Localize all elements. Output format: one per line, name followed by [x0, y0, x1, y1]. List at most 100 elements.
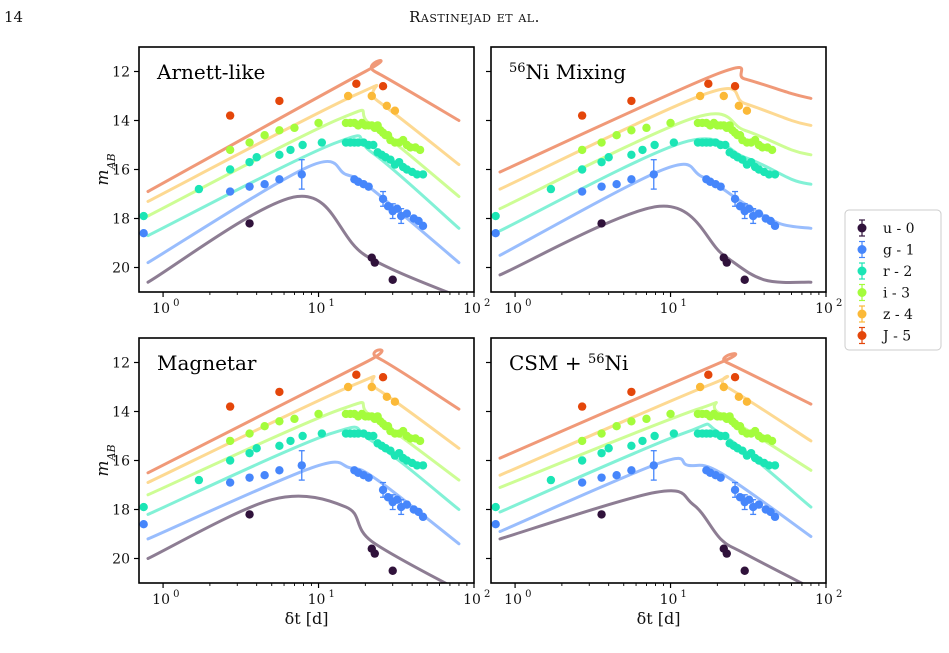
data-point-i — [225, 145, 235, 155]
data-point-g — [597, 182, 606, 191]
model-curve-z — [498, 374, 813, 477]
ytick-label: 14 — [112, 405, 130, 421]
data-point-g — [245, 182, 254, 191]
ytick-label: 12 — [112, 65, 130, 81]
data-point-r — [770, 461, 780, 470]
model-curve-g — [498, 456, 813, 538]
data-point-i — [577, 436, 587, 446]
data-point-r — [650, 431, 659, 441]
data-point-u — [388, 566, 397, 575]
data-point-r — [245, 157, 254, 167]
data-point-r — [286, 145, 295, 155]
data-point-u — [722, 258, 731, 267]
data-point-g — [577, 478, 587, 487]
data-point-z — [719, 91, 728, 101]
model-curve-J — [498, 352, 813, 460]
panel-title: 56Ni Mixing — [509, 60, 626, 84]
data-point-i — [314, 409, 323, 419]
data-point-i — [767, 436, 777, 446]
panel-title: CSM + 56Ni — [509, 351, 628, 375]
data-point-r — [577, 165, 587, 174]
data-point-g — [627, 466, 636, 475]
data-point-r — [194, 184, 204, 194]
data-point-g — [612, 180, 621, 189]
data-point-J — [378, 373, 388, 382]
data-point-J — [275, 387, 284, 397]
data-point-g — [392, 495, 402, 504]
data-point-g — [754, 500, 764, 509]
data-point-r — [298, 140, 307, 150]
data-point-g — [225, 478, 235, 487]
data-point-r — [669, 429, 679, 438]
data-point-r — [317, 138, 327, 147]
xtick-exponent: 2 — [836, 298, 842, 309]
data-point-r — [418, 461, 428, 470]
model-curve-r — [146, 134, 461, 238]
data-point-i — [642, 414, 651, 424]
legend-entry: z - 4 — [857, 305, 913, 323]
data-point-r — [577, 456, 587, 465]
data-point-g — [612, 471, 621, 480]
xtick-label: 10 — [504, 592, 522, 608]
xtick-label: 10 — [660, 592, 678, 608]
panel-title: Arnett-like — [156, 60, 265, 84]
legend-entry: g - 1 — [857, 240, 915, 259]
data-point-g — [402, 500, 412, 509]
data-point-J — [352, 370, 361, 379]
xtick-label: 10 — [815, 301, 833, 317]
model-curve-J — [146, 59, 461, 193]
data-point-z — [343, 382, 353, 392]
plot-area — [139, 348, 461, 583]
data-point-i — [225, 436, 235, 446]
data-point-u — [388, 275, 397, 284]
data-point-J — [225, 402, 235, 411]
data-point-r — [546, 184, 556, 194]
data-point-r — [298, 431, 307, 441]
legend-label: J - 5 — [881, 329, 911, 345]
model-curve-i — [146, 401, 461, 497]
data-point-r — [225, 456, 235, 465]
data-point-g — [730, 485, 740, 495]
xtick-exponent: 0 — [173, 298, 179, 309]
ytick-label: 16 — [112, 163, 130, 179]
data-point-J — [730, 82, 740, 91]
data-point-g — [491, 229, 500, 238]
plot-area — [491, 66, 813, 284]
xtick-label: 10 — [463, 301, 481, 317]
data-point-g — [744, 495, 754, 504]
xtick-label: 10 — [152, 301, 170, 317]
model-curve-u — [498, 204, 813, 284]
data-point-i — [666, 118, 675, 128]
data-point-r — [546, 475, 556, 485]
data-point-g — [770, 221, 780, 231]
ytick-label: 12 — [112, 356, 130, 372]
xtick-label: 10 — [815, 592, 833, 608]
data-point-i — [415, 436, 425, 446]
data-point-r — [252, 444, 261, 453]
data-point-J — [730, 373, 740, 382]
data-point-g — [418, 512, 428, 522]
ytick-label: 20 — [112, 552, 130, 568]
data-point-g — [225, 187, 235, 196]
legend-label: z - 4 — [883, 307, 913, 323]
data-point-r — [669, 138, 679, 147]
data-point-g — [744, 204, 754, 213]
ytick-label: 18 — [112, 503, 130, 519]
legend-box — [844, 209, 942, 351]
data-point-J — [704, 370, 713, 379]
data-point-r — [317, 429, 327, 438]
model-curve-i — [498, 112, 813, 211]
data-point-r — [627, 441, 636, 450]
data-point-g — [716, 182, 725, 191]
data-point-r — [764, 170, 774, 179]
data-point-g — [730, 194, 740, 204]
data-point-g — [402, 209, 412, 218]
data-point-i — [260, 422, 269, 431]
data-point-i — [290, 123, 299, 133]
legend: u - 0 g - 1 r - 2 i - 3 z - 4 J - 5 — [844, 209, 942, 351]
data-point-u — [597, 510, 606, 519]
legend-label: u - 0 — [883, 221, 915, 237]
data-point-g — [260, 180, 269, 189]
